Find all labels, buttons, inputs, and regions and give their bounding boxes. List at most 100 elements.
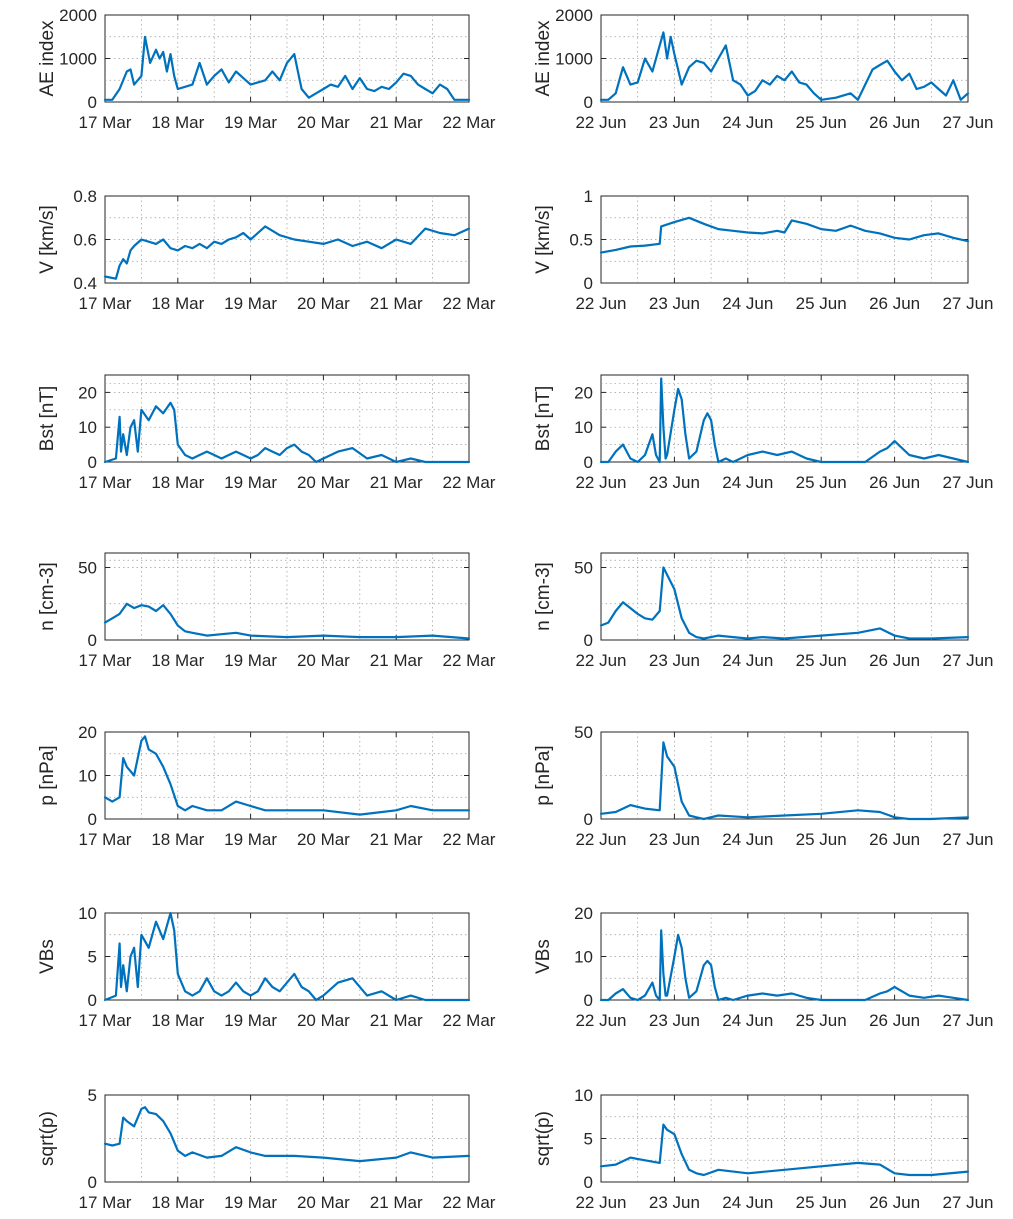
y-tick-label: 50 xyxy=(574,559,593,578)
x-tick-label: 18 Mar xyxy=(151,113,204,132)
y-tick-label: 10 xyxy=(78,767,97,786)
x-tick-label: 18 Mar xyxy=(151,1011,204,1030)
data-series-line xyxy=(103,401,471,464)
x-tick-label: 22 Jun xyxy=(575,651,626,670)
x-tick-label: 17 Mar xyxy=(79,113,132,132)
y-axis-label: Bst [nT] xyxy=(533,386,554,451)
x-tick-label: 21 Mar xyxy=(370,294,423,313)
x-tick-label: 23 Jun xyxy=(649,473,700,492)
y-axis-label: n [cm-3] xyxy=(37,562,58,631)
data-series-line xyxy=(599,216,970,254)
x-tick-label: 21 Mar xyxy=(370,1193,423,1212)
y-tick-label: 0 xyxy=(584,810,593,829)
y-tick-label: 0 xyxy=(584,991,593,1010)
x-tick-label: 22 Mar xyxy=(443,651,496,670)
subplot-7: 0 50 17 Mar 18 Mar 19 Mar 20 Mar 21 Mar 22 Mar n… xyxy=(37,552,496,670)
x-tick-label: 19 Mar xyxy=(224,113,277,132)
y-tick-label: 20 xyxy=(78,383,97,402)
subplot-9: 0 10 20 17 Mar 18 Mar 19 Mar 20 Mar 21 Mar 22 Ma… xyxy=(37,723,496,849)
x-tick-label: 24 Jun xyxy=(722,1193,773,1212)
y-tick-label: 0 xyxy=(584,1173,593,1192)
subplot-5: 0 10 20 17 Mar 18 Mar 19 Mar 20 Mar 21 Mar 22 Ma… xyxy=(37,374,496,492)
x-tick-label: 27 Jun xyxy=(942,830,993,849)
y-tick-label: 0 xyxy=(584,453,593,472)
y-tick-label: 50 xyxy=(78,559,97,578)
x-tick-label: 19 Mar xyxy=(224,294,277,313)
x-tick-label: 21 Mar xyxy=(370,473,423,492)
data-series-line xyxy=(103,1106,471,1163)
x-tick-label: 23 Jun xyxy=(649,830,700,849)
x-tick-label: 25 Jun xyxy=(796,651,847,670)
data-series-line xyxy=(103,735,471,816)
x-tick-label: 22 Mar xyxy=(443,830,496,849)
subplot-2: 0 1000 2000 22 Jun 23 Jun 24 Jun 25 Jun 26 Jun 2… xyxy=(533,6,994,132)
x-tick-label: 22 Jun xyxy=(575,1011,626,1030)
y-tick-label: 0 xyxy=(88,453,97,472)
x-tick-label: 20 Mar xyxy=(297,651,350,670)
y-axis-label: p [nPa] xyxy=(37,745,58,805)
y-tick-label: 20 xyxy=(78,723,97,742)
x-tick-label: 22 Mar xyxy=(443,473,496,492)
data-series-line xyxy=(103,602,471,640)
x-tick-label: 27 Jun xyxy=(942,294,993,313)
x-tick-label: 24 Jun xyxy=(722,1011,773,1030)
x-tick-label: 23 Jun xyxy=(649,651,700,670)
x-tick-label: 20 Mar xyxy=(297,830,350,849)
x-tick-label: 26 Jun xyxy=(869,1193,920,1212)
x-tick-label: 22 Jun xyxy=(575,1193,626,1212)
x-tick-label: 18 Mar xyxy=(151,294,204,313)
x-tick-label: 24 Jun xyxy=(722,651,773,670)
x-tick-label: 20 Mar xyxy=(297,113,350,132)
x-tick-label: 22 Jun xyxy=(575,830,626,849)
x-tick-label: 25 Jun xyxy=(796,113,847,132)
x-tick-label: 27 Jun xyxy=(942,1011,993,1030)
subplot-3: 0.4 0.6 0.8 17 Mar 18 Mar 19 Mar 20 Mar 21 Mar 2… xyxy=(37,187,496,313)
y-tick-label: 0 xyxy=(584,274,593,293)
y-tick-label: 5 xyxy=(88,948,97,967)
y-axis-label: p [nPa] xyxy=(533,745,554,805)
plot-area xyxy=(104,552,470,641)
y-axis-label: V [km/s] xyxy=(533,205,554,274)
x-tick-label: 23 Jun xyxy=(649,1193,700,1212)
x-tick-label: 22 Jun xyxy=(575,294,626,313)
x-tick-label: 21 Mar xyxy=(370,651,423,670)
data-series-line xyxy=(103,911,471,1002)
x-tick-label: 22 Mar xyxy=(443,1011,496,1030)
y-tick-label: 0.8 xyxy=(73,187,97,206)
x-tick-label: 27 Jun xyxy=(942,473,993,492)
x-tick-label: 21 Mar xyxy=(370,113,423,132)
x-tick-label: 19 Mar xyxy=(224,651,277,670)
x-tick-label: 20 Mar xyxy=(297,294,350,313)
y-tick-label: 1000 xyxy=(555,50,593,69)
y-axis-label: VBs xyxy=(37,939,58,974)
x-tick-label: 25 Jun xyxy=(796,1193,847,1212)
subplot-4: 0 0.5 1 22 Jun 23 Jun 24 Jun 25 Jun 26 Jun 27 Ju… xyxy=(533,187,994,313)
x-tick-label: 22 Mar xyxy=(443,294,496,313)
subplot-1: 0 1000 2000 17 Mar 18 Mar 19 Mar 20 Mar 21 Mar 2… xyxy=(37,6,496,132)
y-tick-label: 20 xyxy=(574,904,593,923)
data-series-line xyxy=(599,741,970,821)
x-tick-label: 17 Mar xyxy=(79,294,132,313)
y-tick-label: 10 xyxy=(574,948,593,967)
y-tick-label: 10 xyxy=(78,418,97,437)
y-axis-label: sqrt(p) xyxy=(533,1111,554,1166)
subplot-8: 0 50 22 Jun 23 Jun 24 Jun 25 Jun 26 Jun 27 Jun n… xyxy=(533,552,994,670)
x-tick-label: 24 Jun xyxy=(722,830,773,849)
y-axis-label: V [km/s] xyxy=(37,205,58,274)
subplot-14: 0 5 10 22 Jun 23 Jun 24 Jun 25 Jun 26 Jun 27 Jun… xyxy=(533,1086,994,1212)
x-tick-label: 24 Jun xyxy=(722,473,773,492)
y-tick-label: 2000 xyxy=(59,6,97,25)
y-tick-label: 0 xyxy=(88,93,97,112)
x-tick-label: 20 Mar xyxy=(297,1193,350,1212)
y-tick-label: 0.6 xyxy=(73,231,97,250)
data-series-line xyxy=(599,566,970,640)
x-tick-label: 26 Jun xyxy=(869,473,920,492)
subplot-13: 0 5 17 Mar 18 Mar 19 Mar 20 Mar 21 Mar 22 Mar sq… xyxy=(37,1086,496,1212)
y-axis-label: Bst [nT] xyxy=(37,386,58,451)
x-tick-label: 17 Mar xyxy=(79,830,132,849)
x-tick-label: 19 Mar xyxy=(224,1193,277,1212)
y-tick-label: 0.5 xyxy=(569,231,593,250)
x-tick-label: 19 Mar xyxy=(224,473,277,492)
x-tick-label: 27 Jun xyxy=(942,1193,993,1212)
